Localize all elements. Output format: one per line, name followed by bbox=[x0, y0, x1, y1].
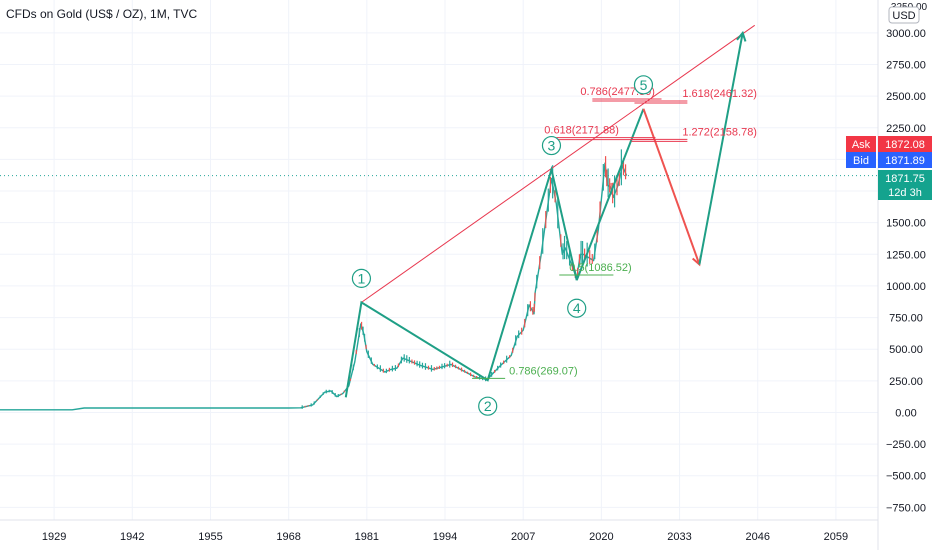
x-tick-label: 1942 bbox=[120, 531, 144, 543]
x-tick-label: 2020 bbox=[589, 531, 613, 543]
ask-value: 1872.08 bbox=[885, 139, 925, 151]
currency-button-frame[interactable] bbox=[888, 6, 920, 24]
fib-level-label: 0.5(1086.52) bbox=[569, 262, 631, 274]
wave-label-circle bbox=[478, 396, 498, 416]
bid-label-bg bbox=[846, 152, 876, 168]
x-tick-label: 1994 bbox=[433, 531, 457, 543]
x-tick-label: 2033 bbox=[667, 531, 691, 543]
ask-label-bg bbox=[846, 136, 876, 152]
y-tick-label: −750.00 bbox=[886, 502, 926, 514]
y-tick-label: −500.00 bbox=[886, 471, 926, 483]
wave-label: 1 bbox=[358, 270, 366, 286]
y-tick-label: 2500.00 bbox=[886, 91, 926, 103]
elliott-wave-path[interactable] bbox=[344, 165, 578, 398]
fib-level-label: 1.272(2158.78) bbox=[682, 126, 757, 138]
x-tick-label: 1955 bbox=[198, 531, 222, 543]
y-tick-label: 750.00 bbox=[889, 313, 923, 325]
wave-label: 3 bbox=[548, 138, 556, 154]
projection-segment[interactable] bbox=[642, 108, 701, 265]
fib-level-label: 0.786(269.07) bbox=[509, 365, 578, 377]
currency-button[interactable]: USD bbox=[892, 10, 915, 22]
wave-label: 2 bbox=[484, 398, 492, 414]
y-tick-label: 2750.00 bbox=[886, 60, 926, 72]
x-tick-label: 2046 bbox=[745, 531, 769, 543]
projection-arrowhead bbox=[736, 30, 747, 42]
wave-label: 4 bbox=[573, 300, 581, 316]
ask-label: Ask bbox=[852, 139, 871, 151]
y-tick-label: 1000.00 bbox=[886, 281, 926, 293]
x-tick-label: 2007 bbox=[511, 531, 535, 543]
wave-label-circle bbox=[633, 75, 654, 95]
x-tick-label: 1929 bbox=[42, 531, 66, 543]
wave-label-circle bbox=[567, 298, 587, 318]
last-price-bg bbox=[878, 170, 932, 200]
x-tick-label: 1981 bbox=[355, 531, 379, 543]
y-tick-label: 0.00 bbox=[895, 407, 916, 419]
fib-level-label: 0.618(2171.88) bbox=[544, 125, 619, 137]
bar-countdown: 12d 3h bbox=[888, 187, 922, 199]
trend-line[interactable] bbox=[361, 24, 756, 303]
x-tick-label: 2059 bbox=[824, 531, 848, 543]
ask-value-bg bbox=[878, 136, 932, 152]
chart-title: CFDs on Gold (US$ / OZ), 1M, TVC bbox=[6, 7, 197, 21]
y-tick-label: 2250.00 bbox=[886, 123, 926, 135]
projection-segment[interactable] bbox=[698, 32, 744, 265]
bid-value: 1871.89 bbox=[885, 155, 925, 167]
bid-label: Bid bbox=[853, 155, 869, 167]
wave-label-circle bbox=[351, 268, 372, 288]
wave-label-circle bbox=[541, 135, 562, 156]
y-tick-label: −250.00 bbox=[886, 439, 926, 451]
y-tick-label: 3000.00 bbox=[886, 28, 926, 40]
y-tick-label: 1500.00 bbox=[886, 218, 926, 230]
last-price-value: 1871.75 bbox=[885, 173, 925, 185]
x-tick-label: 1968 bbox=[276, 531, 300, 543]
y-tick-label: 1250.00 bbox=[886, 249, 926, 261]
y-tick-label: 500.00 bbox=[889, 344, 923, 356]
bid-value-bg bbox=[878, 152, 932, 168]
wave-label: 5 bbox=[640, 77, 648, 93]
fib-level-label: 1.618(2461.32) bbox=[682, 88, 757, 100]
y-tick-label: 250.00 bbox=[889, 376, 923, 388]
